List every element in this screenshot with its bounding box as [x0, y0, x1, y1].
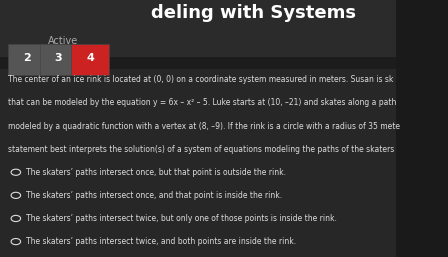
FancyBboxPatch shape [71, 44, 109, 75]
Text: Active: Active [47, 36, 78, 46]
FancyBboxPatch shape [0, 69, 396, 257]
Text: that can be modeled by the equation y = 6x – x² – 5. Luke starts at (10, –21) an: that can be modeled by the equation y = … [8, 98, 396, 107]
Text: 3: 3 [55, 53, 62, 63]
Text: 4: 4 [86, 53, 94, 63]
Text: The skaters’ paths intersect once, and that point is inside the rink.: The skaters’ paths intersect once, and t… [26, 191, 282, 200]
Text: The skaters’ paths intersect twice, and both points are inside the rink.: The skaters’ paths intersect twice, and … [26, 237, 296, 246]
Text: deling with Systems: deling with Systems [151, 4, 356, 22]
Text: 2: 2 [23, 53, 30, 63]
Text: The center of an ice rink is located at (0, 0) on a coordinate system measured i: The center of an ice rink is located at … [8, 75, 393, 84]
Text: The skaters’ paths intersect once, but that point is outside the rink.: The skaters’ paths intersect once, but t… [26, 168, 286, 177]
FancyBboxPatch shape [0, 0, 396, 257]
Text: statement best interprets the solution(s) of a system of equations modeling the : statement best interprets the solution(s… [8, 145, 394, 154]
Text: modeled by a quadratic function with a vertex at (8, –9). If the rink is a circl: modeled by a quadratic function with a v… [8, 122, 400, 131]
FancyBboxPatch shape [39, 44, 77, 75]
Text: The skaters’ paths intersect twice, but only one of those points is inside the r: The skaters’ paths intersect twice, but … [26, 214, 336, 223]
FancyBboxPatch shape [8, 44, 46, 75]
FancyBboxPatch shape [0, 0, 416, 57]
